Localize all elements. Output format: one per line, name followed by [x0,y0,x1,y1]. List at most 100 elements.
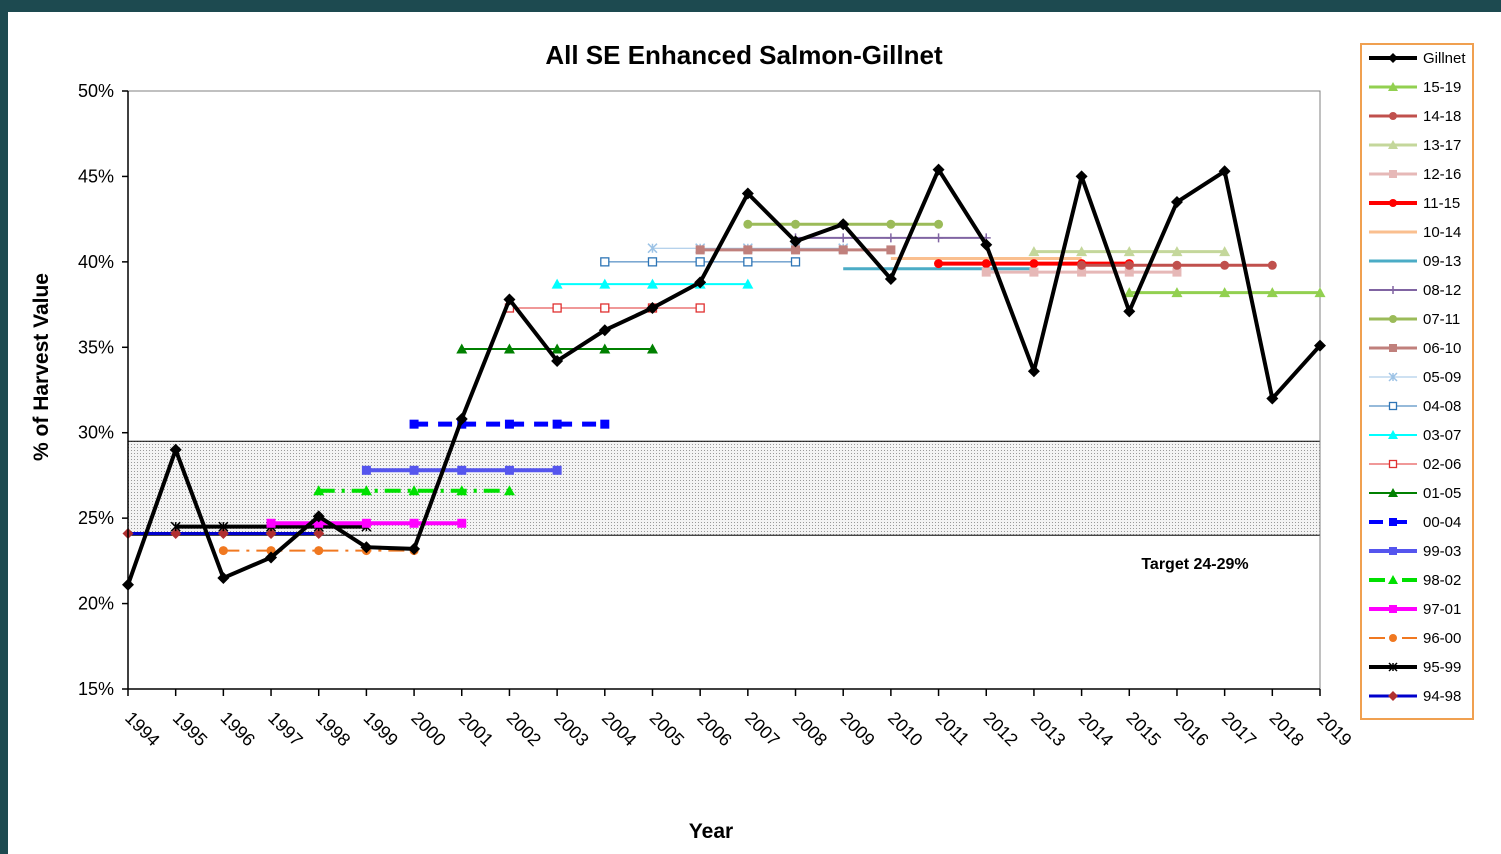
data-point [884,272,897,285]
data-point [169,443,182,456]
legend-label: 02-06 [1423,456,1461,473]
x-tick-label: 2014 [1075,708,1117,750]
y-tick-label: 40% [78,252,114,272]
x-tick-label: 2013 [1027,708,1069,750]
data-point [504,419,514,429]
data-point [1123,305,1136,318]
legend-label: 00-04 [1423,514,1461,531]
data-point [694,276,707,289]
legend-item: 14-18 [1369,108,1461,125]
legend-item: Gillnet [1369,50,1466,67]
data-point [1266,392,1279,405]
y-axis-label: % of Harvest Value [30,273,53,461]
data-point [409,465,419,475]
legend-marker [1389,547,1397,555]
data-point [598,324,611,337]
x-tick-label: 1994 [121,708,163,750]
data-point [981,259,991,269]
x-tick-label: 1999 [360,708,402,750]
y-tick-label: 15% [78,679,114,699]
legend-marker [1388,140,1398,149]
x-tick-label: 2003 [550,708,592,750]
data-point [646,343,658,354]
legend-item: 07-11 [1369,311,1460,328]
data-point [217,571,230,584]
y-tick-label: 20% [78,594,114,614]
x-tick-label: 1998 [312,708,354,750]
data-point [981,267,991,277]
data-point [838,233,848,243]
data-point [1219,246,1231,257]
x-tick-label: 2009 [836,708,878,750]
data-point [361,465,371,475]
y-tick-label: 45% [78,166,114,186]
legend-label: 08-12 [1423,282,1461,299]
series-line [126,167,1322,586]
data-point [1027,365,1040,378]
series-Gillnet [122,163,1326,591]
y-tick-label: 35% [78,337,114,357]
data-point [932,163,945,176]
data-point [934,233,944,243]
data-point [457,465,467,475]
data-point [265,551,278,564]
data-point [743,219,753,229]
legend-item: 08-12 [1369,282,1461,299]
legend-item: 03-07 [1369,427,1461,444]
legend-item: 02-06 [1369,456,1461,473]
target-band [127,440,1321,536]
data-point [1077,267,1087,277]
x-tick-label: 1996 [217,708,259,750]
data-point [170,528,182,540]
data-point [503,293,516,306]
legend-label: 15-19 [1423,79,1461,96]
data-point [743,257,753,267]
data-point [741,187,754,200]
legend-marker [1388,488,1398,497]
target-band-label: Target 24-29% [1141,556,1248,573]
legend-label: 14-18 [1423,108,1461,125]
data-point [791,245,801,255]
data-point [217,528,229,540]
legend-box [1360,43,1474,720]
data-point [218,521,229,532]
legend-marker [1389,605,1397,613]
data-point [1314,339,1326,352]
data-point [266,518,276,528]
data-point [552,303,562,313]
legend-label: 10-14 [1423,224,1461,241]
data-point [312,510,325,523]
data-point [504,465,514,475]
y-tick-label: 25% [78,508,114,528]
legend-marker [1389,634,1397,642]
legend-item: 11-15 [1369,195,1460,212]
plot-area: Target 24-29% [122,90,1326,690]
data-point [1124,267,1134,277]
x-tick-label: 2008 [789,708,831,750]
data-point [361,518,371,528]
data-point [455,413,468,426]
data-point [695,303,705,313]
legend-item: 00-04 [1369,514,1461,531]
plot-border [127,90,1321,690]
x-tick-label: 1997 [264,708,306,750]
data-point [934,219,944,229]
legend-marker [1389,344,1397,352]
legend-item: 13-17 [1369,137,1461,154]
legend-item: 09-13 [1369,253,1461,270]
data-point [1172,260,1182,270]
x-tick-label: 2006 [693,708,735,750]
x-tick-label: 2007 [741,708,783,750]
x-tick-label: 2004 [598,708,640,750]
data-point [980,238,993,251]
data-point [170,521,181,532]
data-point [265,528,277,540]
legend-label: 98-02 [1423,572,1461,589]
data-point [551,354,564,367]
data-point [838,245,848,255]
x-tick-label: 2000 [407,708,449,750]
data-point [456,343,468,354]
data-point [837,218,850,231]
legend-item: 06-10 [1369,340,1461,357]
data-point [599,278,611,289]
